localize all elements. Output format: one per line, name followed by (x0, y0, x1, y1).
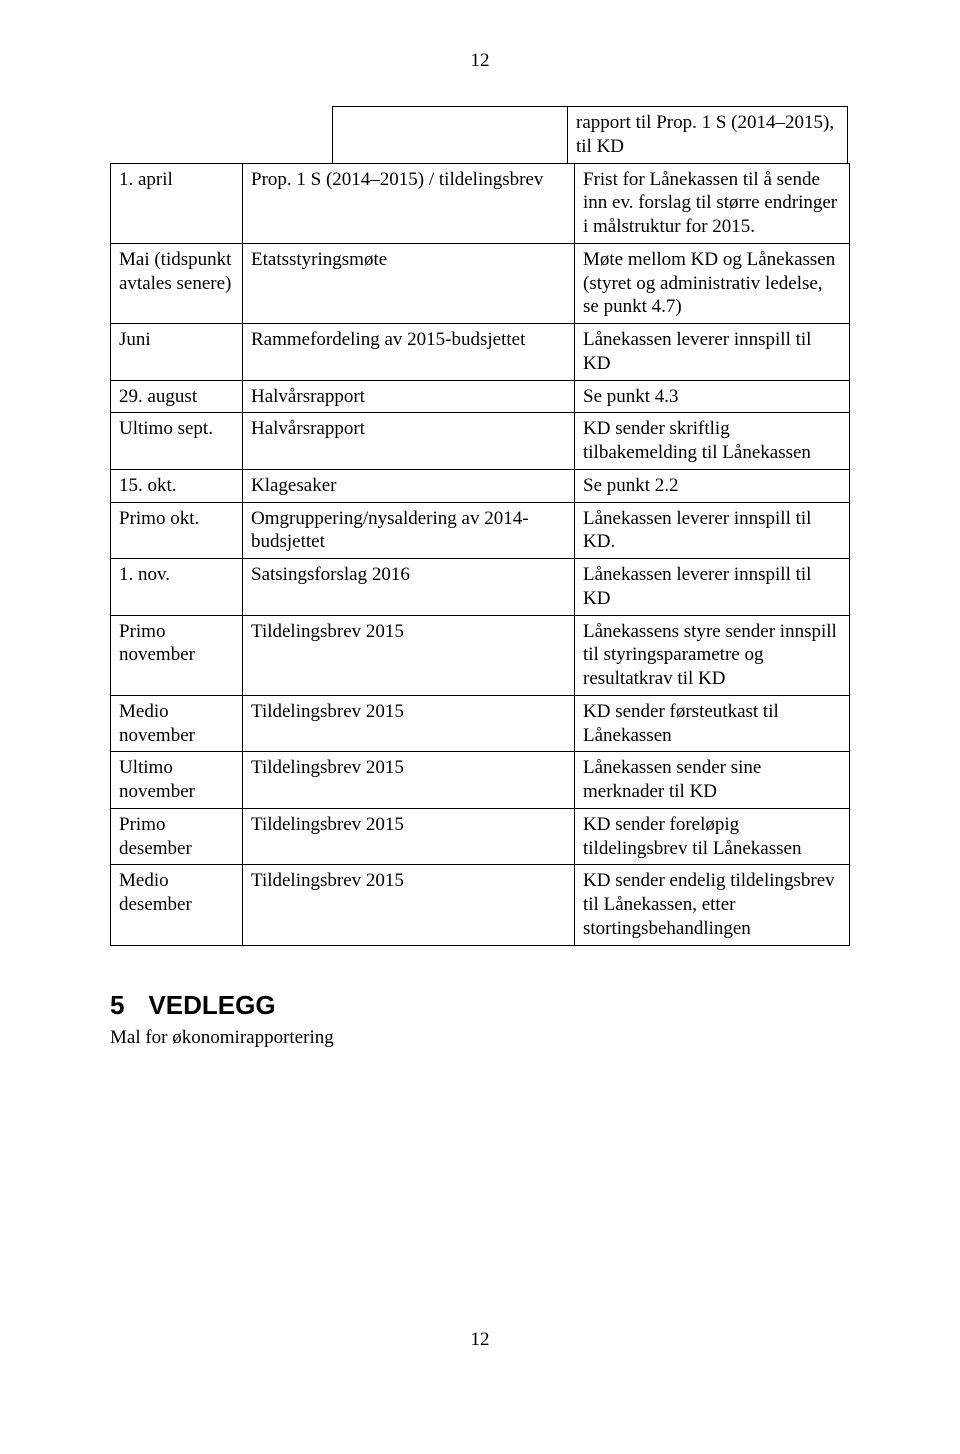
cell-description: KD sender foreløpig tildelingsbrev til L… (575, 808, 850, 865)
cell-topic: Omgruppering/nysaldering av 2014-budsjet… (243, 502, 575, 559)
cell-description: Se punkt 4.3 (575, 380, 850, 413)
cell-date: Ultimo november (111, 752, 243, 809)
cell-topic: Satsingsforslag 2016 (243, 559, 575, 616)
table-row: 29. augustHalvårsrapportSe punkt 4.3 (111, 380, 850, 413)
cell-date: Primo desember (111, 808, 243, 865)
cell-topic: Tildelingsbrev 2015 (243, 615, 575, 695)
cell-date: Mai (tidspunkt avtales senere) (111, 243, 243, 323)
cell-date: Medio november (111, 695, 243, 752)
cell-topic: Tildelingsbrev 2015 (243, 865, 575, 945)
cell-date: 29. august (111, 380, 243, 413)
cell-description: KD sender endelig tildelingsbrev til Lån… (575, 865, 850, 945)
cell-description: Lånekassen leverer innspill til KD (575, 559, 850, 616)
table-row: 15. okt.KlagesakerSe punkt 2.2 (111, 469, 850, 502)
cell-topic: Tildelingsbrev 2015 (243, 808, 575, 865)
table-row: Primo okt.Omgruppering/nysaldering av 20… (111, 502, 850, 559)
table-row: 1. nov.Satsingsforslag 2016Lånekassen le… (111, 559, 850, 616)
cell-description: Se punkt 2.2 (575, 469, 850, 502)
table-header-carryover: rapport til Prop. 1 S (2014–2015), til K… (332, 106, 848, 163)
cell-description: Lånekassen leverer innspill til KD. (575, 502, 850, 559)
cell-topic: Rammefordeling av 2015-budsjettet (243, 324, 575, 381)
cell: rapport til Prop. 1 S (2014–2015), til K… (568, 107, 847, 163)
cell-date: Juni (111, 324, 243, 381)
table-row: Medio novemberTildelingsbrev 2015 KD sen… (111, 695, 850, 752)
cell-topic: Klagesaker (243, 469, 575, 502)
cell-topic: Tildelingsbrev 2015 (243, 752, 575, 809)
table-row: rapport til Prop. 1 S (2014–2015), til K… (333, 107, 847, 163)
cell-topic: Etatsstyringsmøte (243, 243, 575, 323)
cell (333, 107, 568, 163)
cell-description: KD sender førsteutkast til Lånekassen (575, 695, 850, 752)
table-row: Primo desemberTildelingsbrev 2015KD send… (111, 808, 850, 865)
section-heading: 5 VEDLEGG (110, 990, 850, 1021)
schedule-table: 1. aprilProp. 1 S (2014–2015) / tildelin… (110, 163, 850, 946)
cell-date: 1. april (111, 163, 243, 243)
table-row: Mai (tidspunkt avtales senere)Etatsstyri… (111, 243, 850, 323)
section-title: VEDLEGG (148, 990, 275, 1020)
section-number: 5 (110, 990, 124, 1020)
cell-description: Lånekassens styre sender innspill til st… (575, 615, 850, 695)
section-subtext: Mal for økonomirapportering (110, 1027, 850, 1049)
cell-date: Ultimo sept. (111, 413, 243, 470)
table-row: Medio desemberTildelingsbrev 2015KD send… (111, 865, 850, 945)
page-number-bottom: 12 (110, 1329, 850, 1351)
cell-topic: Tildelingsbrev 2015 (243, 695, 575, 752)
cell-topic: Prop. 1 S (2014–2015) / tildelingsbrev (243, 163, 575, 243)
cell-date: 15. okt. (111, 469, 243, 502)
cell-date: 1. nov. (111, 559, 243, 616)
table-row: Ultimo sept.HalvårsrapportKD sender skri… (111, 413, 850, 470)
table-row: JuniRammefordeling av 2015-budsjettetLån… (111, 324, 850, 381)
table-row: Ultimo novemberTildelingsbrev 2015Låneka… (111, 752, 850, 809)
table-row: Primo novemberTildelingsbrev 2015Lånekas… (111, 615, 850, 695)
cell-description: Lånekassen leverer innspill til KD (575, 324, 850, 381)
page-number-top: 12 (110, 50, 850, 72)
cell-description: KD sender skriftlig tilbakemelding til L… (575, 413, 850, 470)
cell-topic: Halvårsrapport (243, 380, 575, 413)
cell-topic: Halvårsrapport (243, 413, 575, 470)
cell-description: Møte mellom KD og Lånekassen (styret og … (575, 243, 850, 323)
table-row: 1. aprilProp. 1 S (2014–2015) / tildelin… (111, 163, 850, 243)
cell-description: Frist for Lånekassen til å sende inn ev.… (575, 163, 850, 243)
cell-date: Medio desember (111, 865, 243, 945)
cell-description: Lånekassen sender sine merknader til KD (575, 752, 850, 809)
cell-date: Primo november (111, 615, 243, 695)
cell-date: Primo okt. (111, 502, 243, 559)
